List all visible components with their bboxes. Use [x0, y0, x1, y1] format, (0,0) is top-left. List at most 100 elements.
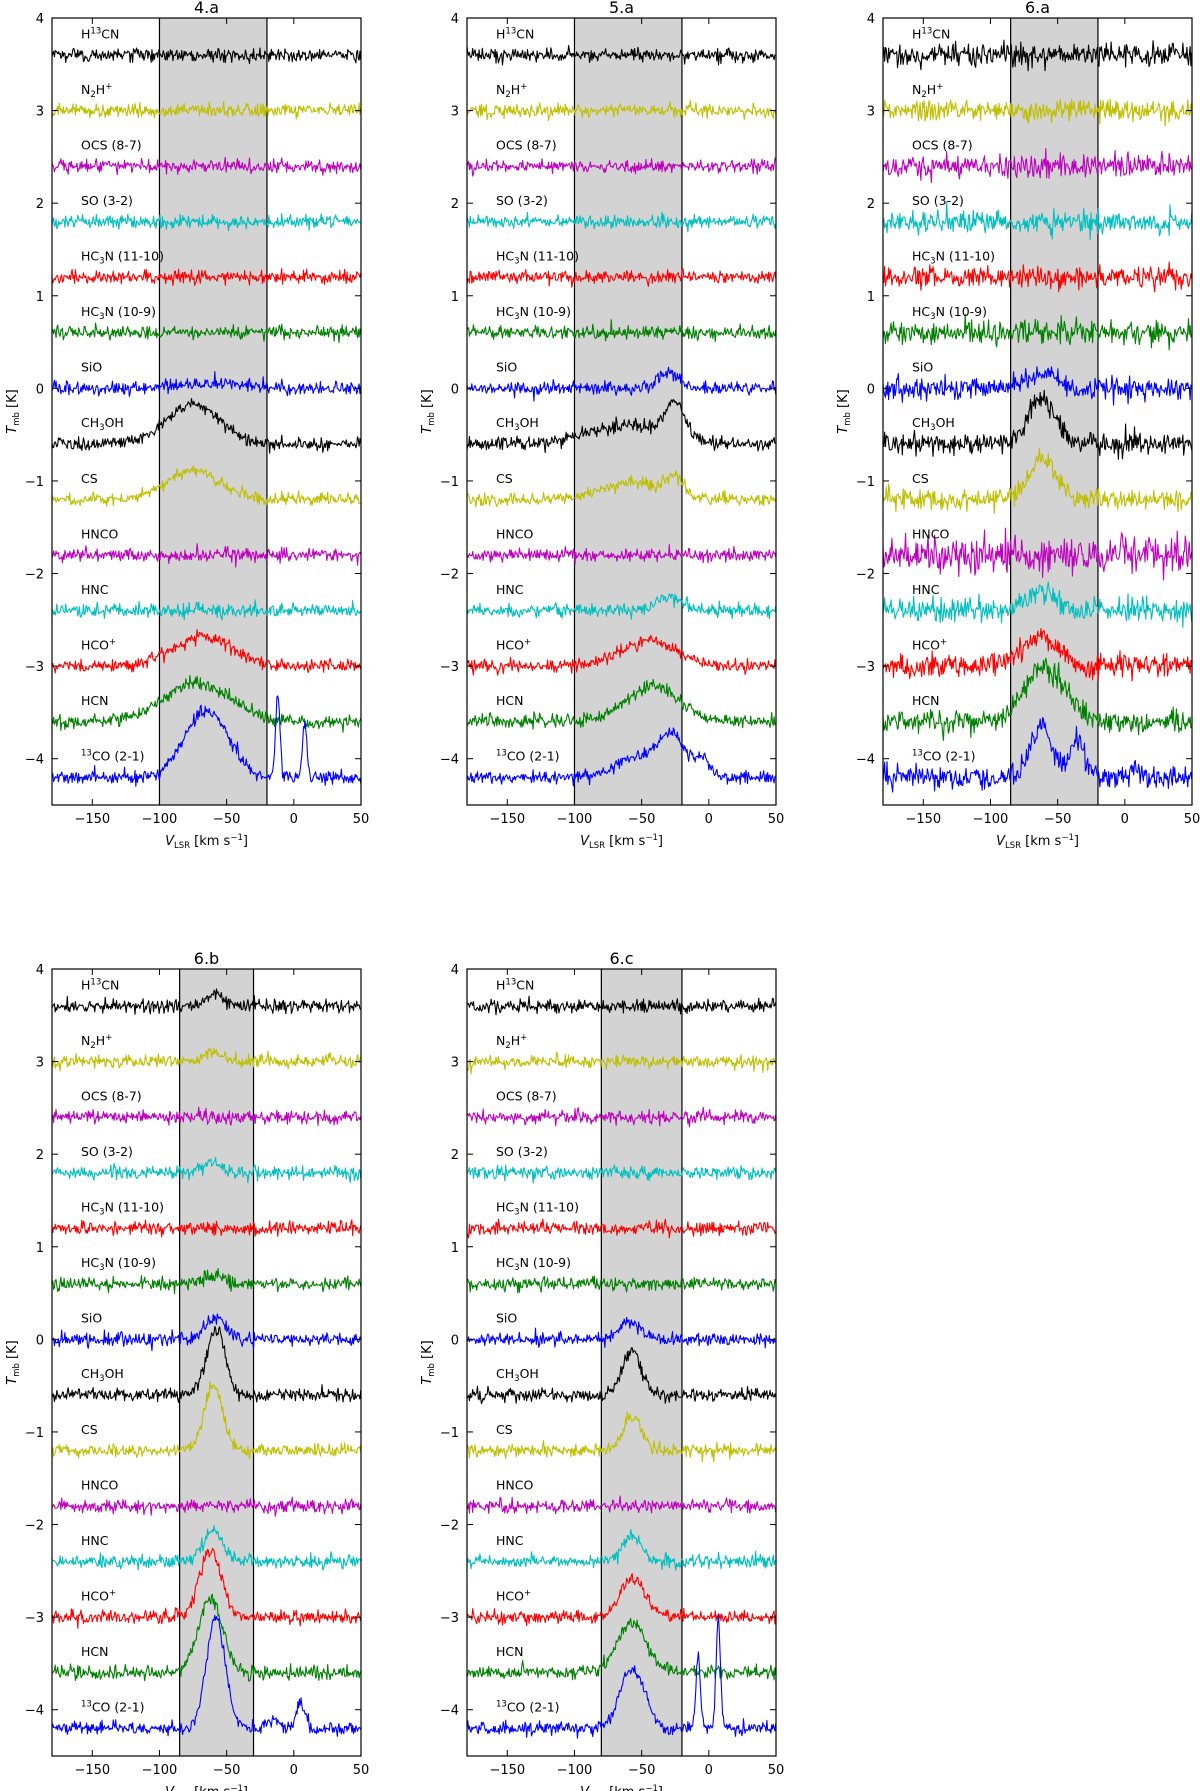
panel-6-a: H13CN N2H+ OCS (8-7) SO (3-2) HC3N (11-10) HC… — [836, 0, 1200, 851]
spectrum-cs — [52, 1381, 361, 1460]
y-axis-label: Tmb [K] — [420, 389, 437, 433]
spectrum-sio — [883, 366, 1192, 406]
spectrum-hnc — [52, 599, 361, 621]
y-tick-label: −3 — [856, 660, 875, 675]
x-axis-label: VLSR [km s−1] — [165, 833, 248, 851]
spectrum-cs — [467, 1411, 776, 1463]
spectrum-cs — [467, 470, 776, 508]
spectrum-hnc — [467, 593, 776, 620]
shade-region — [1010, 18, 1098, 805]
spectrum-h13cn — [467, 44, 776, 66]
panel-title: 6.c — [609, 949, 633, 968]
x-tick-label: −50 — [1044, 812, 1071, 827]
line-label-co13: 13CO (2-1) — [81, 1700, 145, 1715]
line-label-n2hp: N2H+ — [496, 82, 527, 100]
spectra — [52, 988, 361, 1737]
line-label-cs: CS — [81, 1422, 98, 1437]
spectrum-hcop — [467, 1573, 776, 1627]
line-label-hcop: HCO+ — [81, 1588, 116, 1603]
y-axis-label: Tmb [K] — [420, 1340, 437, 1384]
x-tick-label: −100 — [557, 1763, 593, 1778]
line-label-hnc: HNC — [912, 582, 940, 597]
spectrum-ocs — [52, 1106, 361, 1126]
y-tick-label: 1 — [451, 1241, 459, 1256]
line-label-so: SO (3-2) — [496, 193, 548, 208]
y-tick-label: 0 — [451, 1333, 459, 1348]
y-tick-label: 2 — [451, 197, 459, 212]
y-tick-label: 4 — [451, 963, 459, 978]
spectrum-hcop — [52, 629, 361, 674]
x-tick-label: 0 — [290, 812, 298, 827]
spectrum-hcop — [467, 634, 776, 676]
y-tick-label: −1 — [440, 1426, 459, 1441]
x-tick-label: 50 — [768, 812, 785, 827]
spectrum-hc3n109 — [52, 1267, 361, 1295]
y-tick-label: 0 — [36, 1333, 44, 1348]
spectrum-hcn — [467, 1617, 776, 1681]
x-tick-label: −50 — [628, 812, 655, 827]
y-tick-label: −4 — [25, 753, 44, 768]
line-label-ch3oh: CH3OH — [912, 415, 955, 433]
spectrum-ch3oh — [467, 1347, 776, 1405]
x-tick-label: −100 — [973, 812, 1009, 827]
spectrum-hcn — [883, 657, 1192, 741]
y-tick-label: −3 — [25, 660, 44, 675]
line-label-hc3n109: HC3N (10-9) — [81, 1255, 156, 1273]
line-label-hcop: HCO+ — [496, 637, 531, 652]
spectrum-hcn — [52, 674, 361, 733]
line-label-hc3n109: HC3N (10-9) — [912, 304, 987, 322]
shade-region — [574, 18, 682, 805]
spectrum-hc3n1110 — [52, 268, 361, 286]
line-label-hnco: HNCO — [81, 526, 118, 541]
y-tick-label: −1 — [25, 1426, 44, 1441]
line-label-so: SO (3-2) — [912, 193, 964, 208]
x-tick-label: −150 — [74, 1763, 110, 1778]
panel-title: 6.a — [1025, 0, 1050, 17]
x-tick-label: −100 — [557, 812, 593, 827]
line-label-hcn: HCN — [496, 1644, 523, 1659]
line-label-ocs: OCS (8-7) — [496, 137, 557, 152]
line-label-co13: 13CO (2-1) — [496, 1700, 560, 1715]
spectrum-h13cn — [52, 47, 361, 64]
x-tick-label: 50 — [353, 1763, 370, 1778]
panel-title: 5.a — [609, 0, 634, 17]
line-label-h13cn: H13CN — [81, 977, 119, 992]
y-tick-label: 1 — [451, 290, 459, 305]
y-axis-label: Tmb [K] — [836, 389, 853, 433]
line-label-n2hp: N2H+ — [496, 1033, 527, 1051]
line-label-co13: 13CO (2-1) — [912, 749, 976, 764]
y-tick-label: 4 — [36, 963, 44, 978]
y-tick-label: −4 — [25, 1704, 44, 1719]
line-label-ocs: OCS (8-7) — [912, 137, 973, 152]
line-label-ocs: OCS (8-7) — [81, 1088, 142, 1103]
line-label-so: SO (3-2) — [81, 1144, 133, 1159]
spectrum-cs — [883, 448, 1192, 514]
spectrum-so — [52, 212, 361, 232]
panel-5-a: H13CN N2H+ OCS (8-7) SO (3-2) HC3N (11-10) HC… — [420, 0, 784, 851]
line-label-hnc: HNC — [496, 1533, 524, 1548]
x-axis-label: VLSR [km s−1] — [580, 1784, 663, 1791]
y-tick-label: 4 — [867, 12, 875, 27]
y-tick-label: −4 — [440, 753, 459, 768]
y-tick-label: −2 — [25, 1519, 44, 1534]
y-tick-label: 4 — [451, 12, 459, 27]
x-tick-label: −50 — [213, 812, 240, 827]
panel-6-b: H13CN N2H+ OCS (8-7) SO (3-2) HC3N (11-10) HC… — [5, 949, 369, 1791]
line-label-hnco: HNCO — [496, 526, 533, 541]
spectrum-so — [467, 1164, 776, 1184]
spectrum-sio — [467, 366, 776, 402]
y-tick-label: −2 — [856, 568, 875, 583]
spectrum-so — [52, 1157, 361, 1184]
x-tick-label: 0 — [290, 1763, 298, 1778]
line-label-sio: SiO — [81, 1311, 102, 1326]
y-tick-label: 4 — [36, 12, 44, 27]
line-label-so: SO (3-2) — [81, 193, 133, 208]
x-axis-label: VLSR [km s−1] — [996, 833, 1079, 851]
spectra — [467, 44, 776, 787]
spectrum-co13 — [467, 1614, 776, 1739]
x-tick-label: −150 — [74, 812, 110, 827]
line-label-hcn: HCN — [912, 693, 939, 708]
line-label-ch3oh: CH3OH — [81, 415, 124, 433]
line-label-n2hp: N2H+ — [81, 82, 112, 100]
